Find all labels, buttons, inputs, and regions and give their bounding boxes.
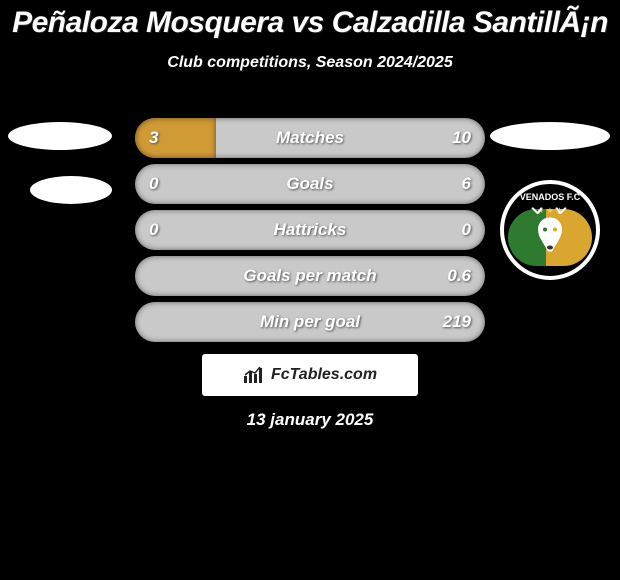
credit-box: FcTables.com	[202, 354, 418, 396]
stat-row: Goals per match0.6	[135, 256, 485, 296]
stat-value-right: 10	[438, 118, 485, 158]
stat-label: Goals	[135, 164, 485, 204]
left-team-shape-1	[8, 122, 112, 150]
right-team-shape-1	[490, 122, 610, 150]
bars-icon	[243, 366, 265, 384]
stat-label: Matches	[135, 118, 485, 158]
stat-label: Hattricks	[135, 210, 485, 250]
generation-date: 13 january 2025	[0, 410, 620, 430]
page-subtitle: Club competitions, Season 2024/2025	[0, 54, 620, 72]
badge-top-text: VENADOS F.C	[504, 192, 596, 202]
stat-value-right: 6	[448, 164, 485, 204]
stat-row: Min per goal219	[135, 302, 485, 342]
stat-value-right: 219	[429, 302, 485, 342]
stat-value-left: 0	[135, 210, 172, 250]
credit-text: FcTables.com	[271, 366, 377, 384]
stats-panel: Matches310Goals06Hattricks00Goals per ma…	[135, 118, 485, 348]
stat-value-left: 0	[135, 164, 172, 204]
stat-value-right: 0.6	[433, 256, 485, 296]
right-team-badge: ★ ★ ★ VENADOS F.C	[500, 180, 600, 280]
stat-row: Goals0 6	[135, 164, 485, 204]
page-title: Peñaloza Mosquera vs Calzadilla SantillÃ…	[0, 0, 620, 40]
stat-value-right: 0	[448, 210, 485, 250]
stat-row: Hattricks0 0	[135, 210, 485, 250]
deer-icon	[528, 208, 572, 258]
stat-row: Matches3 10	[135, 118, 485, 158]
left-team-shape-2	[30, 176, 112, 204]
stat-value-left: 3	[135, 118, 172, 158]
